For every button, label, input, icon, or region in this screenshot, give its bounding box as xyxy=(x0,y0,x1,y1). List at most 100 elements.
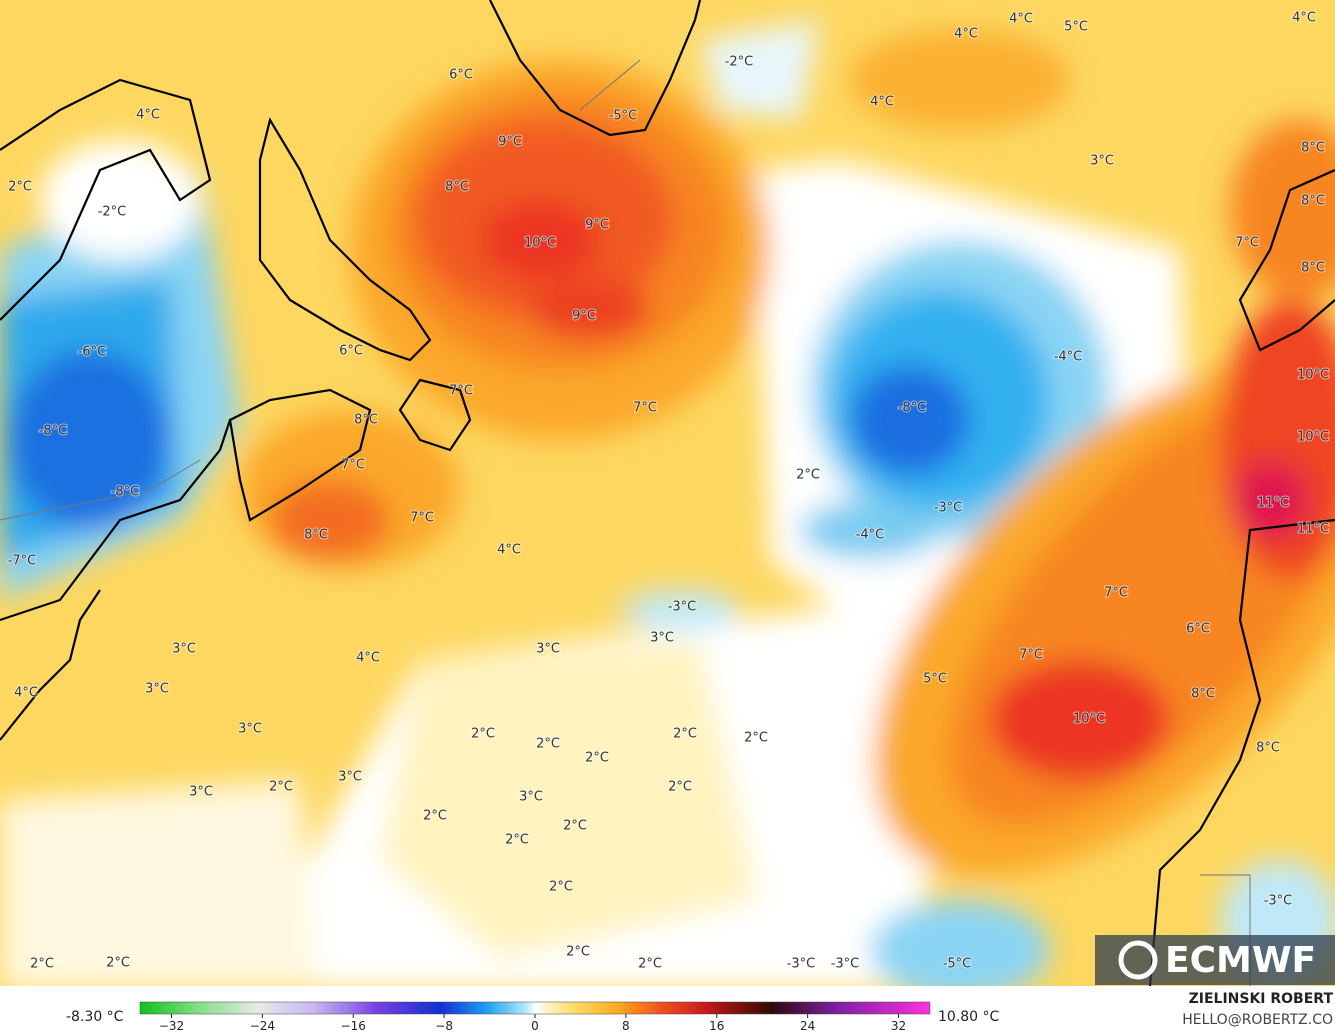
temperature-label: 2°C xyxy=(106,956,130,971)
temperature-label: 8°C xyxy=(1301,194,1325,209)
temperature-label: 2°C xyxy=(563,819,587,834)
temperature-label: 11°C xyxy=(1297,522,1329,537)
colorbar-tick-label: 32 xyxy=(891,1019,906,1033)
temperature-label: 3°C xyxy=(189,785,213,800)
colorbar-tick-label: −8 xyxy=(435,1019,453,1033)
credit-contact: HELLO@ROBERTZ.CO xyxy=(1182,1012,1333,1028)
temperature-label: 2°C xyxy=(585,751,609,766)
temperature-label: 3°C xyxy=(1090,154,1114,169)
temperature-label: 2°C xyxy=(566,945,590,960)
colorbar-tick-label: 24 xyxy=(800,1019,815,1033)
temperature-label: 4°C xyxy=(870,95,894,110)
temperature-label: 4°C xyxy=(1292,11,1316,26)
temperature-label: -3°C xyxy=(831,957,860,972)
temperature-label: 11°C xyxy=(1257,496,1289,511)
temperature-label: -7°C xyxy=(8,554,37,569)
temperature-label: -8°C xyxy=(898,401,927,416)
temperature-label: 4°C xyxy=(954,27,978,42)
colorbar-tick-label: 8 xyxy=(622,1019,630,1033)
logo-icon xyxy=(1118,940,1158,980)
temperature-label: -8°C xyxy=(39,424,68,439)
temperature-label: 4°C xyxy=(136,108,160,123)
temperature-label: 2°C xyxy=(8,180,32,195)
ecmwf-logo: ECMWF xyxy=(1095,935,1335,985)
temperature-label: 2°C xyxy=(638,957,662,972)
temperature-label: 8°C xyxy=(445,180,469,195)
temperature-label: 3°C xyxy=(536,642,560,657)
temperature-label: -6°C xyxy=(78,345,107,360)
credit-author: ZIELINSKI ROBERT xyxy=(1189,991,1334,1007)
temperature-label: 8°C xyxy=(1301,261,1325,276)
temperature-label: 2°C xyxy=(668,780,692,795)
temperature-label: -4°C xyxy=(856,528,885,543)
temperature-label: 2°C xyxy=(505,833,529,848)
temperature-label: -8°C xyxy=(111,485,140,500)
temperature-label: -3°C xyxy=(934,501,963,516)
temperature-label: 3°C xyxy=(238,722,262,737)
temperature-label: 2°C xyxy=(471,727,495,742)
temperature-label: -2°C xyxy=(725,55,754,70)
temperature-label: 8°C xyxy=(1191,687,1215,702)
temperature-label: 6°C xyxy=(1186,622,1210,637)
temperature-label: 7°C xyxy=(1235,236,1259,251)
temperature-label: 10°C xyxy=(1297,368,1329,383)
temperature-label: 2°C xyxy=(269,780,293,795)
temperature-label: -3°C xyxy=(787,957,816,972)
temperature-label: -3°C xyxy=(1264,894,1293,909)
temperature-label: 10°C xyxy=(1297,430,1329,445)
colorbar-min: -8.30 °C xyxy=(66,1009,124,1025)
temperature-label: 3°C xyxy=(650,631,674,646)
temperature-label: 8°C xyxy=(304,528,328,543)
map-labels: 4°C 2°C -2°C -6°C -8°C -8°C -7°C 6°C 9°C 8°C 9°C 10… xyxy=(7,10,1330,973)
temperature-label: 4°C xyxy=(356,651,380,666)
temperature-label: 2°C xyxy=(30,957,54,972)
temperature-label: 2°C xyxy=(796,468,820,483)
temperature-label: 9°C xyxy=(572,309,596,324)
temperature-label: 10°C xyxy=(524,236,556,251)
colorbar-tick-label: 16 xyxy=(709,1019,724,1033)
temperature-label: 9°C xyxy=(498,135,522,150)
temperature-label: 4°C xyxy=(497,543,521,558)
temperature-label: 2°C xyxy=(536,737,560,752)
temperature-label: 5°C xyxy=(923,672,947,687)
temperature-label: 2°C xyxy=(744,731,768,746)
map xyxy=(0,0,1335,986)
temperature-label: 9°C xyxy=(585,218,609,233)
temperature-label: -4°C xyxy=(1054,350,1083,365)
temperature-label: 2°C xyxy=(549,880,573,895)
temperature-label: -3°C xyxy=(668,600,697,615)
temperature-label: 7°C xyxy=(410,511,434,526)
temperature-label: 3°C xyxy=(338,770,362,785)
logo-text: ECMWF xyxy=(1165,940,1316,981)
temperature-label: 4°C xyxy=(1009,12,1033,27)
temperature-label: 7°C xyxy=(341,458,365,473)
colorbar-ticks: −32 −24 −16 −8 0 8 16 24 32 xyxy=(159,1014,906,1033)
colorbar xyxy=(139,1001,931,1015)
temperature-label: 10°C xyxy=(1073,712,1105,727)
temperature-label: 3°C xyxy=(519,790,543,805)
temperature-label: 7°C xyxy=(1104,586,1128,601)
temperature-label: 4°C xyxy=(14,686,38,701)
temperature-label: 2°C xyxy=(423,809,447,824)
temperature-label: 8°C xyxy=(354,413,378,428)
temperature-label: 3°C xyxy=(145,682,169,697)
colorbar-tick-label: 0 xyxy=(531,1019,539,1033)
temperature-label: 6°C xyxy=(449,68,473,83)
temperature-label: 8°C xyxy=(1256,741,1280,756)
temperature-label: 2°C xyxy=(673,727,697,742)
temperature-label: 5°C xyxy=(1064,20,1088,35)
temperature-label: -5°C xyxy=(943,957,972,972)
temperature-label: 3°C xyxy=(172,642,196,657)
temperature-label: -5°C xyxy=(609,109,638,124)
temperature-label: 7°C xyxy=(1019,648,1043,663)
colorbar-tick-label: −16 xyxy=(341,1019,366,1033)
temperature-label: 6°C xyxy=(339,344,363,359)
temperature-label: 7°C xyxy=(449,384,473,399)
temperature-label: 7°C xyxy=(633,401,657,416)
temperature-label: 8°C xyxy=(1301,141,1325,156)
colorbar-tick-label: −32 xyxy=(159,1019,184,1033)
colorbar-tick-label: −24 xyxy=(250,1019,275,1033)
temperature-label: -2°C xyxy=(98,205,127,220)
colorbar-max: 10.80 °C xyxy=(938,1009,1000,1025)
